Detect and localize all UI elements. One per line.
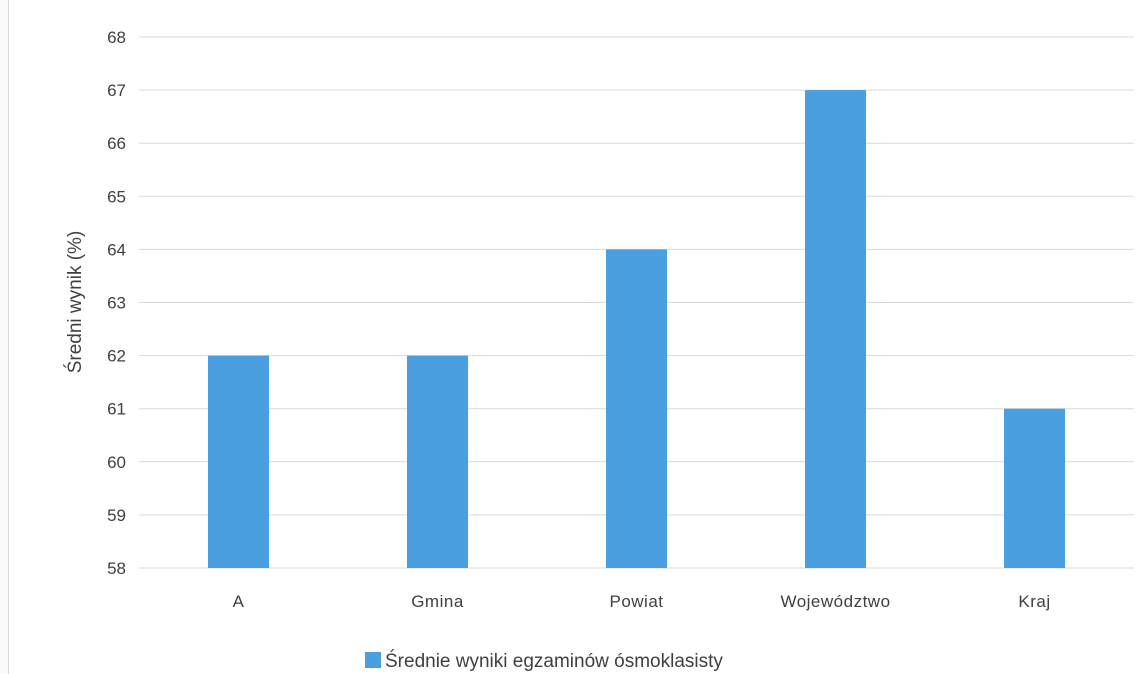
legend-label: Średnie wyniki egzaminów ósmoklasisty (385, 650, 723, 672)
y-tick-label: 64 (107, 240, 126, 259)
bar-1 (407, 355, 468, 568)
y-tick-label: 58 (107, 559, 126, 578)
bar-2 (606, 249, 667, 568)
x-axis-categories: A Gmina Powiat Województwo Kraj (233, 592, 1051, 611)
y-tick-label: 67 (107, 81, 126, 100)
y-tick-label: 59 (107, 506, 126, 525)
bar-3 (805, 90, 866, 568)
legend-swatch (365, 652, 381, 668)
y-tick-label: 63 (107, 294, 126, 313)
chart-frame: 58 59 60 61 62 63 64 65 66 67 68 A Gmina Powiat Wojew… (8, 0, 1143, 674)
x-category-label: Kraj (1018, 592, 1050, 611)
y-tick-label: 60 (107, 453, 126, 472)
legend: Średnie wyniki egzaminów ósmoklasisty (365, 650, 723, 672)
bars (208, 90, 1065, 568)
x-category-label: Powiat (609, 592, 663, 611)
y-axis-ticks: 58 59 60 61 62 63 64 65 66 67 68 (107, 28, 126, 578)
x-category-label: Województwo (780, 592, 890, 611)
bar-4 (1004, 408, 1065, 568)
y-axis-title: Średni wynik (%) (64, 231, 86, 374)
y-tick-label: 65 (107, 187, 126, 206)
y-tick-label: 61 (107, 400, 126, 419)
y-tick-label: 66 (107, 134, 126, 153)
x-category-label: A (233, 592, 245, 611)
y-tick-label: 68 (107, 28, 126, 47)
y-tick-label: 62 (107, 347, 126, 366)
x-category-label: Gmina (411, 592, 464, 611)
bar-0 (208, 355, 269, 568)
bar-chart: 58 59 60 61 62 63 64 65 66 67 68 A Gmina Powiat Wojew… (64, 28, 1134, 672)
